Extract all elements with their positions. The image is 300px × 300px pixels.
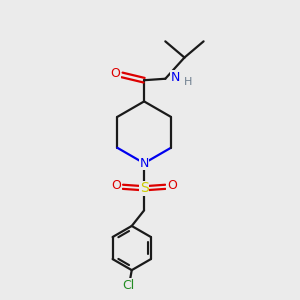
Text: N: N xyxy=(171,71,180,84)
Text: O: O xyxy=(167,179,177,192)
Text: Cl: Cl xyxy=(122,279,134,292)
Text: N: N xyxy=(140,157,149,170)
Text: O: O xyxy=(112,179,122,192)
Text: S: S xyxy=(140,181,148,195)
Text: O: O xyxy=(111,67,121,80)
Text: H: H xyxy=(184,77,192,87)
